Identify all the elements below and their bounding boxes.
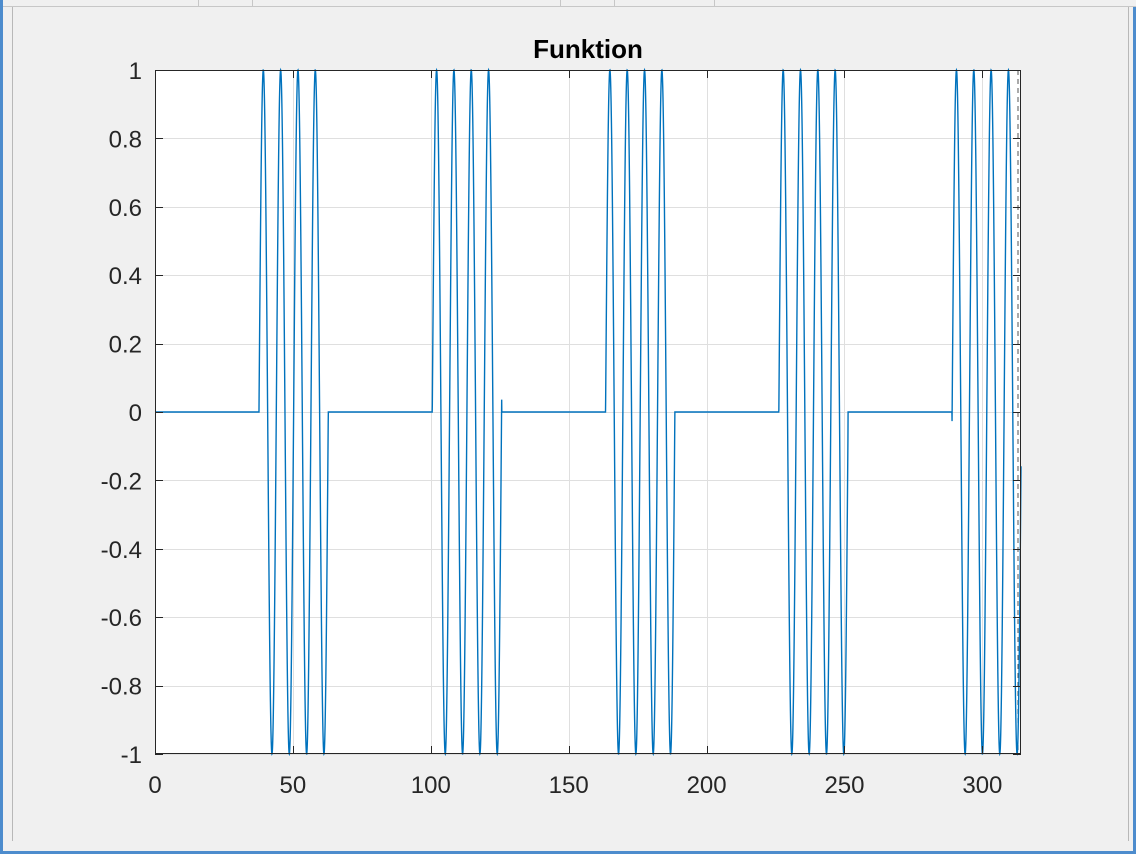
x-tick-label: 150 <box>549 772 589 799</box>
chart-title: Funktion <box>533 34 643 64</box>
toolbar-separator <box>198 0 199 6</box>
x-tick-label: 200 <box>687 772 727 799</box>
toolbar-separator <box>560 0 561 6</box>
y-tick-label: 0 <box>129 400 142 427</box>
x-tick-label: 50 <box>280 772 307 799</box>
x-tick-label: 100 <box>411 772 451 799</box>
x-tick-label: 300 <box>962 772 1002 799</box>
y-tick-label: 1 <box>129 58 142 85</box>
figure-canvas-border <box>12 7 1129 841</box>
x-tick-label: 250 <box>824 772 864 799</box>
y-tick-label: -1 <box>121 742 142 769</box>
series-line <box>155 67 1022 757</box>
toolbar-separator <box>252 0 253 6</box>
y-tick-label: -0.2 <box>101 468 142 495</box>
x-tick-label: 0 <box>148 772 161 799</box>
toolbar-separator <box>714 0 715 6</box>
y-tick-label: -0.4 <box>101 537 142 564</box>
y-tick-label: 0.6 <box>109 195 142 222</box>
toolbar-separator <box>614 0 615 6</box>
ticks: 0 50 100 150 200 250 300 1 0.8 0.6 0.4 0.2 0 -0.2 -0.4… <box>101 58 1021 799</box>
y-tick-label: 0.8 <box>109 126 142 153</box>
figure-toolbar <box>3 0 1136 7</box>
y-tick-label: 0.2 <box>109 332 142 359</box>
y-tick-label: -0.6 <box>101 605 142 632</box>
series-layer <box>155 67 1022 757</box>
y-tick-label: -0.8 <box>101 674 142 701</box>
y-tick-label: 0.4 <box>109 263 142 290</box>
